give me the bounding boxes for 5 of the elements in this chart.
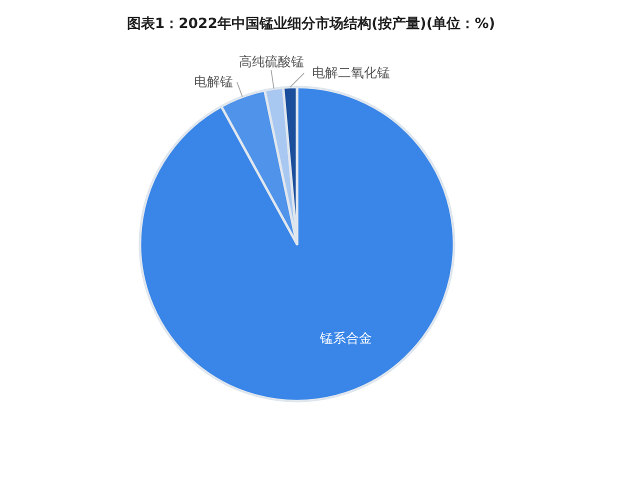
slice-label: 电解锰: [194, 75, 233, 90]
slice-label: 高纯硫酸锰: [239, 54, 304, 70]
slice-label: 电解二氧化锰: [312, 66, 390, 82]
slice-label: 锰系合金: [319, 331, 372, 346]
chart-title: 图表1：2022年中国锰业细分市场结构(按产量)(单位：%): [126, 15, 496, 32]
